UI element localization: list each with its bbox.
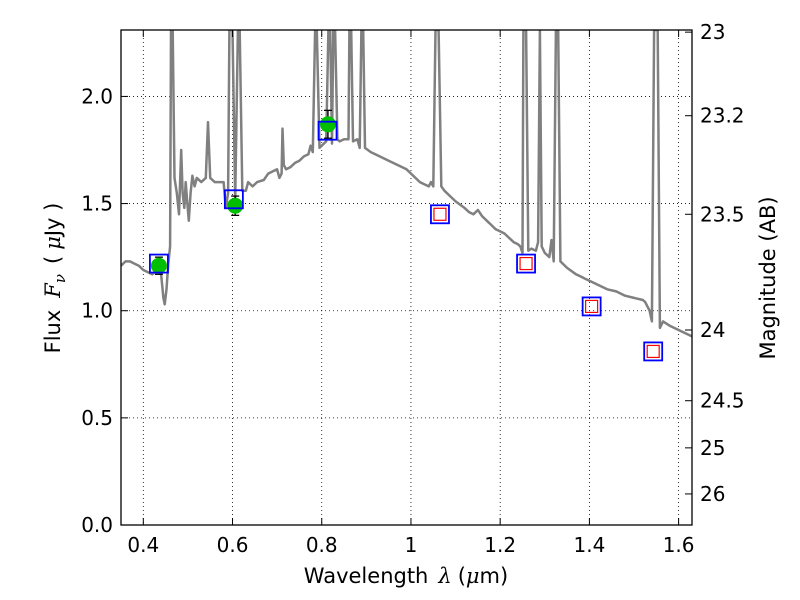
red-square-marker	[585, 299, 599, 314]
blue-square-marker	[581, 296, 602, 317]
x-tick-label: 1.6	[663, 533, 695, 557]
y-tick-label: 0.0	[81, 513, 113, 537]
y2-tick-label: 24	[700, 318, 725, 342]
y2-tick-label: 24.5	[700, 389, 745, 413]
y2-tick-label: 26	[700, 482, 725, 506]
x-tick-label: 0.6	[217, 533, 249, 557]
red-square-marker	[646, 344, 660, 359]
blue-square-marker	[223, 189, 244, 210]
x-tick-label: 1.2	[484, 533, 516, 557]
y-tick-label: 1.5	[81, 192, 113, 216]
red-square-marker	[519, 256, 533, 271]
x-tick-label: 1	[405, 533, 418, 557]
x-tick-label: 1.4	[573, 533, 605, 557]
observed-flux-point	[319, 116, 336, 133]
blue-square-marker	[149, 253, 169, 274]
blue-square-marker	[430, 204, 450, 225]
observed-flux-point	[150, 257, 167, 274]
y-axis-label: FluxFν(μJy )	[41, 203, 69, 354]
blue-square-marker	[643, 341, 664, 362]
blue-square-marker	[516, 253, 536, 274]
y-tick-label: 2.0	[81, 84, 113, 108]
ticks: 0.4 0.6 0.8 1 1.2 1.4 1.6 0.0 0.5 1.0 1.5 2.0 23 23.2…	[81, 20, 744, 557]
y-tick-label: 1.0	[81, 299, 113, 323]
x-tick-label: 0.8	[306, 533, 338, 557]
x-axis-label: Wavelength λ (μm)	[304, 564, 508, 588]
y2-axis-label: Magnitude (AB)	[756, 196, 780, 359]
red-square-marker	[433, 207, 447, 221]
y2-tick-label: 25	[700, 436, 725, 460]
y2-tick-label: 23.5	[700, 202, 745, 226]
x-tick-label: 0.4	[127, 533, 159, 557]
observed-flux-point	[227, 197, 244, 214]
axes-frame	[120, 29, 693, 526]
plot-area	[121, 30, 692, 362]
y2-tick-label: 23.2	[700, 104, 745, 128]
model-spectrum-line	[121, 30, 692, 338]
blue-square-marker	[317, 120, 338, 141]
y2-tick-label: 23	[700, 20, 725, 44]
grid	[121, 30, 692, 526]
y-tick-label: 0.5	[81, 406, 113, 430]
